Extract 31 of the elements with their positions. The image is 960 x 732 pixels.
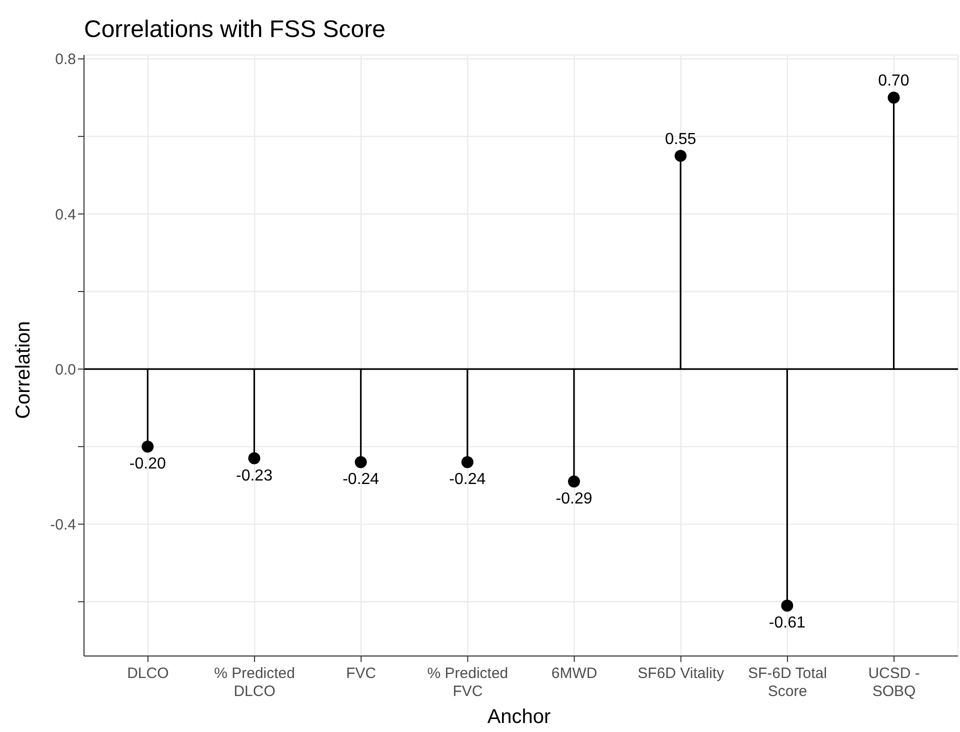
data-label: -0.24	[449, 471, 486, 488]
point	[461, 456, 474, 468]
x-tick-label: FVC	[346, 665, 376, 682]
x-tick-label: 6MWD	[551, 665, 598, 682]
x-tick-label: % Predicted FVC	[427, 665, 508, 700]
data-label: -0.23	[236, 467, 273, 484]
y-tick-label: -0.4	[50, 516, 76, 534]
point	[354, 456, 367, 468]
data-label: -0.20	[129, 456, 166, 473]
point	[248, 452, 260, 464]
point	[568, 476, 580, 488]
data-label: -0.24	[342, 471, 380, 488]
x-axis-title: Anchor	[486, 706, 552, 729]
x-tick-label: % Predicted DLCO	[214, 665, 295, 700]
data-label: 0.55	[665, 130, 696, 148]
x-tick-label: UCSD - SOBQ	[868, 665, 920, 700]
point	[888, 92, 900, 104]
data-label: -0.29	[556, 490, 592, 508]
x-tick-label: DLCO	[127, 665, 169, 682]
point	[142, 440, 154, 453]
point	[674, 150, 687, 162]
y-axis-title: Correlation	[12, 321, 36, 419]
y-tick-label: 0.0	[55, 361, 76, 378]
point	[781, 600, 794, 612]
data-label: -0.61	[768, 614, 806, 632]
y-tick-label: 0.8	[55, 51, 76, 68]
data-label: 0.70	[878, 72, 910, 90]
y-tick-label: 0.4	[55, 206, 76, 224]
x-tick-label: SF6D Vitality	[638, 665, 725, 682]
chart-title: Correlations with FSS Score	[84, 16, 386, 44]
x-tick-label: SF-6D Total Score	[748, 665, 827, 700]
